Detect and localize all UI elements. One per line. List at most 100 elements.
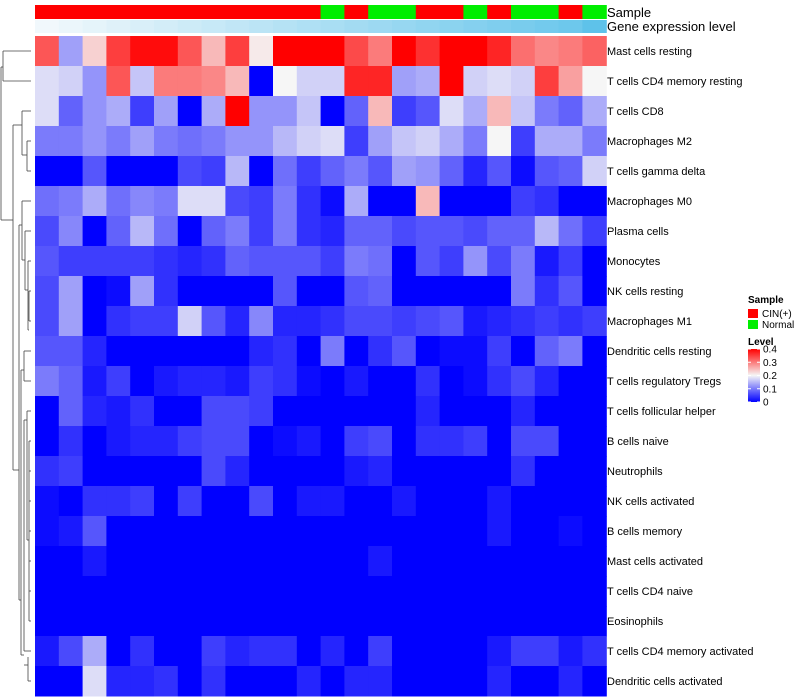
heatmap-cell bbox=[415, 606, 441, 637]
sample-annotation-cell bbox=[487, 5, 512, 19]
heatmap-cell bbox=[558, 546, 583, 577]
heatmap-cell bbox=[154, 606, 179, 637]
heatmap-cell bbox=[201, 426, 226, 457]
heatmap-cell bbox=[344, 276, 369, 307]
heatmap-cell bbox=[201, 336, 226, 367]
sample-annotation-cell bbox=[582, 5, 607, 19]
row-label: Dendritic cells activated bbox=[607, 676, 723, 688]
row-label: T cells gamma delta bbox=[607, 166, 706, 178]
heatmap-cell bbox=[296, 546, 322, 577]
heatmap-cell bbox=[106, 156, 131, 187]
heatmap-cell bbox=[558, 486, 583, 517]
row-labels: Mast cells resting T cells CD4 memory res… bbox=[607, 46, 754, 688]
heatmap-cell bbox=[534, 66, 560, 97]
heatmap-cell bbox=[558, 516, 583, 547]
heatmap-cell bbox=[511, 546, 536, 577]
heatmap-cell bbox=[58, 156, 84, 187]
heatmap-cell bbox=[273, 276, 298, 307]
heatmap-cell bbox=[582, 606, 607, 637]
heatmap-cell bbox=[35, 396, 60, 427]
gene-expression-cell bbox=[154, 20, 179, 33]
heatmap-cell bbox=[273, 186, 298, 217]
heatmap-cell bbox=[177, 246, 203, 277]
heatmap-cell bbox=[225, 246, 250, 277]
heatmap-cell bbox=[130, 666, 155, 697]
heatmap-cell bbox=[582, 156, 607, 187]
heatmap-cell bbox=[154, 636, 179, 667]
heatmap-cell bbox=[177, 486, 203, 517]
heatmap-cell bbox=[130, 516, 155, 547]
heatmap-cell bbox=[534, 336, 560, 367]
heatmap-cell bbox=[558, 216, 583, 247]
heatmap-cell bbox=[392, 276, 417, 307]
row-label: NK cells resting bbox=[607, 286, 683, 298]
heatmap-cell bbox=[177, 216, 203, 247]
gene-expression-cell bbox=[534, 20, 560, 33]
heatmap-cell bbox=[368, 336, 393, 367]
gene-expression-cell bbox=[35, 20, 60, 33]
heatmap-cell bbox=[82, 606, 107, 637]
gene-expression-cell bbox=[106, 20, 131, 33]
heatmap-cell bbox=[415, 126, 441, 157]
heatmap-cell bbox=[225, 216, 250, 247]
heatmap-cell bbox=[558, 336, 583, 367]
heatmap-cell bbox=[106, 576, 131, 607]
heatmap-cell bbox=[249, 456, 274, 487]
heatmap-cell bbox=[82, 636, 107, 667]
heatmap-cell bbox=[58, 126, 84, 157]
heatmap-cell bbox=[463, 66, 488, 97]
heatmap-cell bbox=[201, 576, 226, 607]
gene-expression-cell bbox=[320, 20, 345, 33]
heatmap-cell bbox=[487, 126, 512, 157]
heatmap-cell bbox=[35, 426, 60, 457]
heatmap-cell bbox=[106, 216, 131, 247]
sample-annotation-cell bbox=[273, 5, 298, 19]
heatmap-cell bbox=[296, 306, 322, 337]
heatmap-cell bbox=[35, 126, 60, 157]
heatmap-cell bbox=[201, 366, 226, 397]
heatmap-cell bbox=[487, 636, 512, 667]
heatmap-cell bbox=[558, 246, 583, 277]
heatmap-cell bbox=[558, 156, 583, 187]
heatmap-cell bbox=[201, 96, 226, 127]
gene-expression-cell bbox=[368, 20, 393, 33]
heatmap-cell bbox=[296, 66, 322, 97]
sample-annotation-cell bbox=[368, 5, 393, 19]
heatmap-cell bbox=[82, 36, 107, 67]
heatmap-cell bbox=[177, 366, 203, 397]
heatmap-cell bbox=[558, 126, 583, 157]
heatmap-cell bbox=[273, 246, 298, 277]
heatmap-cell bbox=[273, 636, 298, 667]
heatmap-cell bbox=[368, 216, 393, 247]
heatmap-cell bbox=[177, 606, 203, 637]
heatmap-cell bbox=[415, 486, 441, 517]
heatmap-cell bbox=[58, 36, 84, 67]
heatmap-cell bbox=[177, 456, 203, 487]
heatmap-cell bbox=[177, 396, 203, 427]
heatmap-cell bbox=[296, 156, 322, 187]
gene-expression-cell bbox=[487, 20, 512, 33]
gene-expression-cell bbox=[463, 20, 488, 33]
heatmap-cell bbox=[177, 156, 203, 187]
heatmap-cell bbox=[154, 486, 179, 517]
heatmap-cell bbox=[249, 276, 274, 307]
heatmap-cell bbox=[296, 126, 322, 157]
gene-expression-cell bbox=[392, 20, 417, 33]
heatmap-cell bbox=[58, 486, 84, 517]
sample-annotation-cell bbox=[463, 5, 488, 19]
heatmap-cell bbox=[392, 306, 417, 337]
heatmap-cell bbox=[201, 516, 226, 547]
heatmap-cell bbox=[296, 246, 322, 277]
heatmap-cell bbox=[558, 636, 583, 667]
heatmap-cell bbox=[392, 486, 417, 517]
heatmap-cell bbox=[368, 546, 393, 577]
heatmap-cell bbox=[249, 186, 274, 217]
heatmap-cell bbox=[463, 246, 488, 277]
row-label: Macrophages M1 bbox=[607, 316, 692, 328]
heatmap-cell bbox=[463, 576, 488, 607]
heatmap-cell bbox=[177, 516, 203, 547]
heatmap-cell bbox=[273, 396, 298, 427]
heatmap-cell bbox=[415, 576, 441, 607]
heatmap-cell bbox=[154, 276, 179, 307]
row-label: Macrophages M2 bbox=[607, 136, 692, 148]
